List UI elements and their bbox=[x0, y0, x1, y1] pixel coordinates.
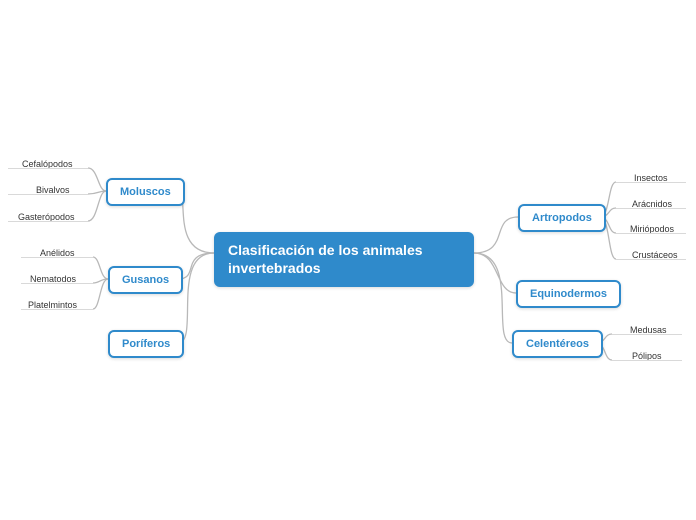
leaf-node: Insectos bbox=[634, 173, 668, 183]
branch-label: Poríferos bbox=[122, 338, 170, 350]
branch-poriferos: Poríferos bbox=[108, 330, 184, 358]
leaf-label: Miriópodos bbox=[630, 224, 674, 234]
leaf-label: Arácnidos bbox=[632, 199, 672, 209]
leaf-node: Platelmintos bbox=[28, 300, 77, 310]
leaf-node: Nematodos bbox=[30, 274, 76, 284]
mindmap-canvas: { "colors": { "root_bg": "#2f8acb", "roo… bbox=[0, 0, 696, 520]
leaf-label: Medusas bbox=[630, 325, 667, 335]
leaf-label: Nematodos bbox=[30, 274, 76, 284]
leaf-node: Cefalópodos bbox=[22, 159, 73, 169]
branch-gusanos: Gusanos bbox=[108, 266, 183, 294]
branch-label: Moluscos bbox=[120, 186, 171, 198]
leaf-label: Cefalópodos bbox=[22, 159, 73, 169]
root-node: Clasificación de los animales invertebra… bbox=[214, 232, 474, 287]
root-label: Clasificación de los animales invertebra… bbox=[228, 242, 423, 276]
leaf-label: Bivalvos bbox=[36, 185, 70, 195]
leaf-node: Medusas bbox=[630, 325, 667, 335]
leaf-node: Anélidos bbox=[40, 248, 75, 258]
leaf-node: Pólipos bbox=[632, 351, 662, 361]
leaf-label: Gasterópodos bbox=[18, 212, 75, 222]
leaf-node: Crustáceos bbox=[632, 250, 678, 260]
leaf-node: Bivalvos bbox=[36, 185, 70, 195]
branch-artropodos: Artropodos bbox=[518, 204, 606, 232]
leaf-label: Pólipos bbox=[632, 351, 662, 361]
leaf-label: Crustáceos bbox=[632, 250, 678, 260]
branch-label: Celentéreos bbox=[526, 338, 589, 350]
branch-label: Equinodermos bbox=[530, 288, 607, 300]
leaf-node: Gasterópodos bbox=[18, 212, 75, 222]
leaf-node: Miriópodos bbox=[630, 224, 674, 234]
leaf-label: Insectos bbox=[634, 173, 668, 183]
branch-moluscos: Moluscos bbox=[106, 178, 185, 206]
leaf-label: Platelmintos bbox=[28, 300, 77, 310]
branch-equinodermos: Equinodermos bbox=[516, 280, 621, 308]
branch-celentereos: Celentéreos bbox=[512, 330, 603, 358]
branch-label: Gusanos bbox=[122, 274, 169, 286]
leaf-label: Anélidos bbox=[40, 248, 75, 258]
branch-label: Artropodos bbox=[532, 212, 592, 224]
leaf-node: Arácnidos bbox=[632, 199, 672, 209]
